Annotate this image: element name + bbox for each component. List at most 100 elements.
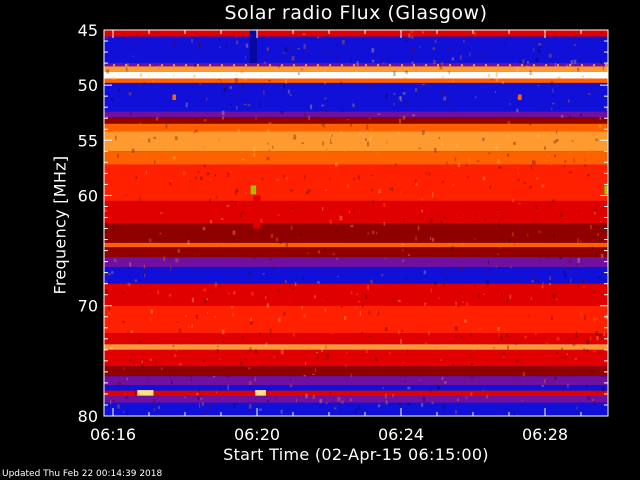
noise-speck [259,408,262,411]
noise-speck [222,340,225,344]
noise-speck [242,85,245,89]
x-tick-label: 06:28 [522,425,568,444]
noise-speck [501,293,503,296]
noise-speck [350,224,354,228]
noise-speck [325,148,329,153]
noise-speck [511,198,515,203]
noise-speck [529,185,532,189]
noise-speck [350,398,352,402]
noise-speck [442,76,444,82]
noise-speck [489,185,491,189]
noise-speck [522,372,525,377]
noise-speck [348,211,350,214]
noise-speck [243,78,247,81]
noise-speck [261,177,264,181]
noise-speck [464,319,467,323]
noise-speck [606,324,608,327]
noise-speck [330,333,333,335]
noise-speck [315,351,319,353]
noise-speck [428,171,431,176]
noise-speck [348,300,350,302]
noise-speck [273,355,275,359]
noise-speck [562,385,565,391]
noise-speck [555,130,558,134]
noise-speck [368,117,371,120]
noise-speck [376,311,379,316]
noise-speck [196,392,199,396]
noise-speck [502,355,505,358]
noise-speck [445,278,447,280]
noise-speck [563,270,566,274]
noise-speck [209,220,213,224]
frequency-band [104,385,608,391]
noise-speck [442,180,445,184]
noise-speck [596,390,598,395]
noise-speck [588,148,592,154]
noise-speck [541,384,544,387]
noise-speck [590,336,592,341]
noise-speck [455,335,458,339]
noise-speck [375,151,379,156]
noise-speck [531,280,534,283]
noise-speck [231,312,234,317]
noise-speck [543,379,546,384]
noise-speck [584,164,587,167]
noise-speck [542,281,544,286]
noise-speck [280,409,283,414]
noise-speck [523,182,527,184]
noise-speck [447,48,450,51]
noise-speck [371,127,373,131]
noise-speck [322,141,324,146]
noise-speck [241,210,244,214]
noise-speck [451,57,455,61]
noise-speck [421,209,423,213]
noise-speck [546,256,549,261]
noise-speck [448,70,450,75]
noise-speck [550,316,553,321]
noise-speck [341,400,344,404]
band-speck [173,64,175,67]
noise-speck [284,79,288,84]
noise-speck [394,163,397,167]
noise-speck [538,230,541,233]
noise-speck [148,74,151,77]
frequency-band [104,402,608,416]
band-speck [197,64,199,67]
noise-speck [584,159,586,161]
noise-speck [307,252,310,254]
noise-speck [400,96,402,102]
noise-speck [389,186,393,191]
noise-speck [195,248,198,254]
noise-speck [237,128,240,134]
noise-speck [235,36,238,38]
noise-speck [372,199,374,204]
noise-speck [384,327,388,332]
noise-speck [105,280,107,283]
noise-speck [117,88,121,92]
frequency-band [104,247,608,258]
noise-speck [499,246,501,249]
noise-speck [415,183,418,186]
noise-speck [587,396,590,400]
burst-feature [518,94,522,101]
noise-speck [329,133,332,137]
noise-speck [174,136,178,141]
noise-speck [496,77,499,82]
band-speck [182,79,184,83]
noise-speck [188,325,190,328]
band-speck [353,64,355,67]
noise-speck [595,317,598,321]
noise-speck [466,163,468,167]
noise-speck [302,276,304,281]
noise-speck [532,160,534,165]
noise-speck [556,298,558,300]
noise-speck [463,40,465,43]
noise-speck [310,104,313,110]
noise-speck [115,135,117,141]
noise-speck [366,124,369,130]
noise-speck [356,371,360,374]
noise-speck [278,64,280,68]
noise-speck [105,213,107,215]
noise-speck [272,145,274,149]
noise-speck [371,59,375,63]
